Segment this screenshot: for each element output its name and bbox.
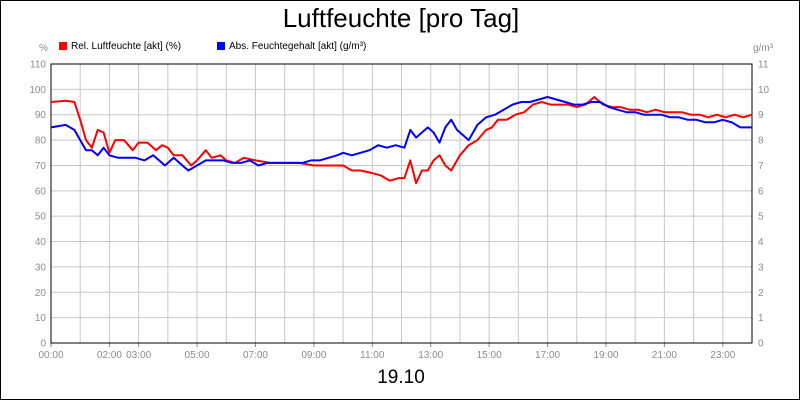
legend-swatch-red (59, 42, 67, 50)
chart-title: Luftfeuchte [pro Tag] (282, 3, 520, 33)
x-tick-label: 09:00 (301, 350, 326, 361)
y-right-tick-label: 6 (758, 186, 764, 197)
x-tick-label: 23:00 (710, 350, 735, 361)
x-tick-label: 19:00 (593, 350, 618, 361)
left-axis-unit: % (39, 43, 48, 54)
y-left-tick-label: 0 (40, 339, 46, 350)
y-left-tick-label: 60 (35, 186, 47, 197)
x-tick-label: 05:00 (185, 350, 210, 361)
x-tick-label: 17:00 (535, 350, 560, 361)
x-tick-label: 13:00 (418, 350, 443, 361)
y-left-tick-label: 20 (35, 288, 47, 299)
x-tick-label: 02:00 (97, 350, 122, 361)
legend-item-abs-humidity: Abs. Feuchtegehalt [akt] (g/m³) (217, 41, 366, 52)
series-line-abs-humidity (50, 96, 752, 172)
y-left-tick-label: 10 (35, 313, 47, 324)
y-right-tick-label: 5 (758, 212, 764, 223)
y-right-tick-label: 9 (758, 110, 764, 121)
y-right-tick-label: 11 (758, 60, 769, 71)
legend-item-rel-humidity: Rel. Luftfeuchte [akt] (%) (59, 41, 181, 52)
legend-label-rel-humidity: Rel. Luftfeuchte [akt] (%) (71, 41, 182, 52)
right-axis-unit: g/m³ (753, 43, 773, 54)
x-tick-label: 07:00 (243, 350, 268, 361)
y-left-tick-label: 70 (35, 161, 47, 172)
y-left-tick-label: 50 (35, 212, 47, 223)
x-tick-label: 21:00 (652, 350, 677, 361)
y-right-tick-label: 1 (758, 313, 764, 324)
y-right-tick-label: 7 (758, 161, 764, 172)
x-tick-label: 11:00 (360, 350, 385, 361)
series-line-rel-humidity (50, 96, 753, 185)
y-right-tick-label: 8 (758, 136, 764, 147)
date-label: 19.10 (377, 367, 425, 388)
y-left-tick-label: 80 (35, 136, 47, 147)
y-right-tick-label: 0 (758, 339, 764, 350)
plot-area-border (50, 63, 753, 344)
y-left-tick-label: 40 (35, 237, 47, 248)
y-right-tick-label: 2 (758, 288, 764, 299)
x-tick-label: 03:00 (126, 350, 151, 361)
y-left-tick-label: 100 (29, 85, 46, 96)
y-left-tick-label: 110 (30, 60, 46, 71)
y-right-tick-label: 4 (758, 237, 764, 248)
legend-swatch-blue (217, 42, 225, 50)
y-right-tick-label: 3 (758, 262, 764, 273)
y-left-tick-label: 90 (35, 110, 47, 121)
x-tick-label: 00:00 (38, 350, 63, 361)
legend-label-abs-humidity: Abs. Feuchtegehalt [akt] (g/m³) (229, 41, 367, 52)
y-left-tick-label: 30 (35, 262, 47, 273)
x-tick-label: 15:00 (477, 350, 502, 361)
y-right-tick-label: 10 (758, 85, 770, 96)
